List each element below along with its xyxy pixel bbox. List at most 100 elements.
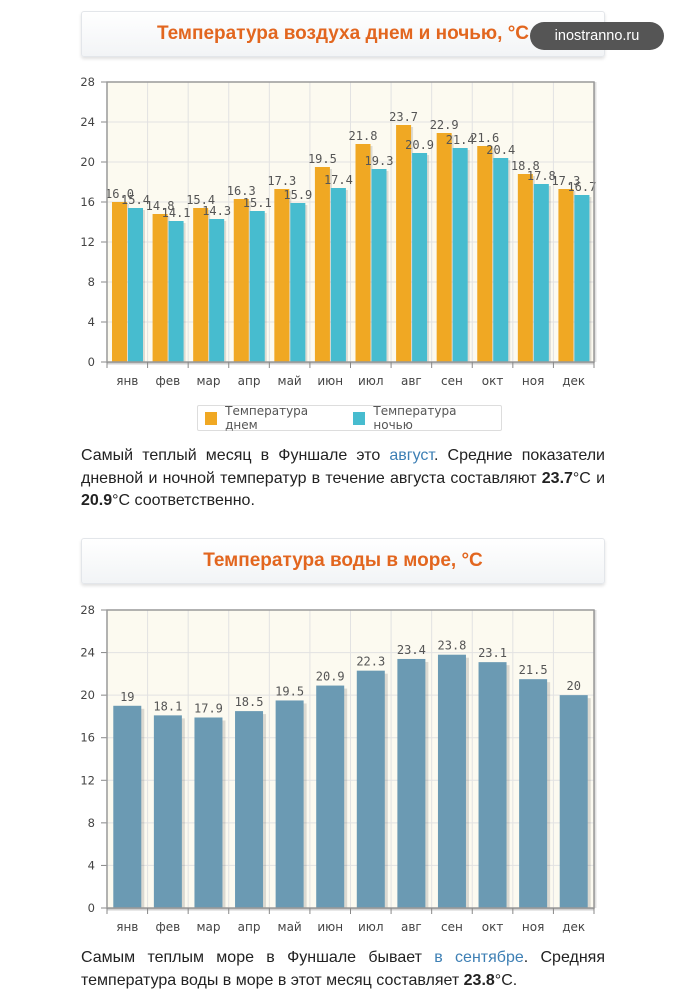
y-tick-label: 8 (88, 275, 95, 289)
data-label: 15.4 (186, 193, 215, 207)
y-tick-label: 4 (88, 858, 95, 872)
y-tick-label: 0 (88, 901, 95, 915)
data-label: 16.0 (105, 187, 134, 201)
data-label: 19 (120, 690, 134, 704)
data-label: 17.9 (194, 701, 223, 715)
chart1-legend[interactable]: Температура днем Температура ночью (197, 404, 502, 432)
data-label: 19.5 (308, 152, 337, 166)
chart2-title: Температура воды в море, °C (203, 550, 483, 571)
y-tick-label: 8 (88, 816, 95, 830)
bar-day (274, 189, 290, 362)
data-label: 16.3 (227, 184, 256, 198)
bar-water (478, 662, 507, 908)
bar-night (533, 184, 549, 362)
data-label: 21.4 (446, 133, 475, 147)
bar-water (519, 679, 548, 908)
x-tick-label: янв (116, 374, 138, 388)
x-tick-label: сен (441, 374, 463, 388)
data-label: 21.5 (519, 663, 548, 677)
bar-day (396, 125, 412, 362)
data-label: 18.8 (511, 159, 540, 173)
x-tick-label: фев (156, 374, 181, 388)
bar-night (493, 158, 509, 362)
data-label: 18.1 (153, 699, 182, 713)
x-tick-label: янв (116, 920, 138, 934)
paragraph2-text-1: Самым теплым море в Фуншале бывает (81, 949, 435, 966)
august-link[interactable]: август (389, 447, 434, 464)
x-tick-label: апр (238, 920, 261, 934)
paragraph1-text-2: . Средние показатели дневной и ночной те… (81, 447, 605, 487)
bar-night (249, 211, 265, 362)
data-label: 17.4 (324, 173, 353, 187)
bar-water (559, 695, 588, 908)
bar-water (235, 711, 264, 908)
data-label: 14.8 (146, 199, 175, 213)
bar-night (371, 169, 387, 362)
data-label: 15.4 (121, 193, 150, 207)
data-label: 20.9 (316, 670, 345, 684)
data-label: 20 (566, 679, 580, 693)
x-tick-label: дек (562, 920, 585, 934)
chart1-title-box: Температура воздуха днем и ночью, °C (81, 11, 605, 57)
y-tick-label: 0 (88, 355, 95, 369)
legend-swatch-night (353, 411, 366, 425)
data-label: 19.3 (365, 154, 394, 168)
x-tick-label: июл (358, 374, 384, 388)
bar-day (314, 167, 330, 362)
data-label: 20.4 (486, 143, 515, 157)
x-tick-label: авг (401, 920, 422, 934)
x-tick-label: фев (156, 920, 181, 934)
bar-water (153, 715, 182, 908)
bar-water (275, 700, 304, 908)
legend-item-day[interactable]: Температура днем (205, 404, 336, 432)
data-label: 15.9 (283, 188, 312, 202)
x-tick-label: мар (196, 374, 220, 388)
bar-night (168, 221, 184, 362)
bar-water (113, 705, 142, 908)
bar-water (356, 670, 385, 908)
legend-item-night[interactable]: Температура ночью (353, 404, 491, 432)
bar-day (152, 214, 168, 362)
bar-night (574, 195, 590, 362)
bar-day (558, 189, 574, 362)
data-label: 23.1 (478, 646, 507, 660)
paragraph1-night-value: 20.9 (81, 492, 113, 509)
data-label: 22.3 (356, 655, 385, 669)
data-label: 17.8 (527, 169, 556, 183)
y-tick-label: 24 (80, 646, 95, 660)
legend-label-night: Температура ночью (373, 404, 457, 432)
september-link[interactable]: в сентябре (434, 949, 524, 966)
paragraph-warmest-sea: Самым теплым море в Фуншале бывает в сен… (81, 947, 605, 992)
x-tick-label: июн (317, 374, 343, 388)
chart2-title-box: Температура воды в море, °C (81, 538, 605, 584)
data-label: 21.6 (470, 131, 499, 145)
y-tick-label: 4 (88, 315, 95, 329)
paragraph2-sea-value: 23.8 (463, 971, 495, 989)
y-tick-label: 12 (80, 773, 95, 787)
bar-day (517, 174, 533, 362)
y-tick-label: 24 (80, 115, 95, 129)
bar-night (209, 219, 225, 362)
watermark-badge: inostranno.ru (530, 22, 664, 50)
data-label: 17.3 (551, 174, 580, 188)
paragraph1-text-3: °C и (572, 469, 606, 487)
bar-day (112, 202, 127, 362)
y-tick-label: 28 (80, 75, 95, 89)
chart1-title: Температура воздуха днем и ночью, °C (156, 23, 530, 44)
paragraph1-day-value: 23.7 (541, 469, 573, 487)
paragraph2-text-3: °C. (494, 971, 518, 989)
data-label: 23.7 (389, 110, 418, 124)
bar-water (437, 654, 466, 908)
x-tick-label: май (278, 374, 302, 388)
x-tick-label: мар (196, 920, 220, 934)
bar-night (330, 188, 346, 362)
data-label: 21.8 (349, 129, 378, 143)
bar-night (452, 148, 468, 362)
y-tick-label: 28 (80, 603, 95, 617)
data-label: 17.3 (267, 174, 296, 188)
bar-day (436, 133, 452, 362)
data-label: 20.9 (405, 138, 434, 152)
bar-night (412, 153, 428, 362)
y-tick-label: 16 (80, 731, 95, 745)
